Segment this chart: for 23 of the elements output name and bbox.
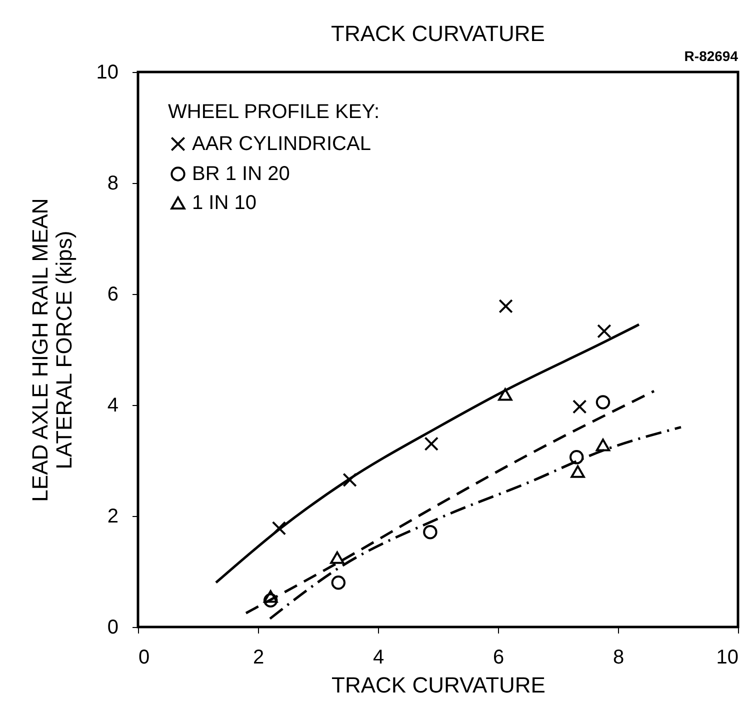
line-series (268, 426, 682, 620)
legend-label: BR 1 IN 20 (192, 163, 290, 185)
line-series (244, 390, 656, 614)
y-tick-label: 4 (107, 394, 118, 416)
x-tick-label: 10 (716, 646, 738, 668)
legend-label: AAR CYLINDRICAL (192, 133, 371, 155)
line-series (214, 323, 640, 584)
y-tick-label: 8 (107, 172, 118, 194)
x-tick-label: 8 (612, 646, 624, 668)
y-tick-label: 6 (107, 284, 118, 306)
y-tick-label: 0 (107, 616, 118, 638)
legend-label: 1 IN 10 (192, 192, 256, 214)
y-tick-label: 2 (107, 506, 118, 528)
text: R-82694 (684, 48, 738, 64)
y-axis-title: LEAD AXLE HIGH RAIL MEAN LATERAL FORCE (kips) (27, 198, 76, 502)
y-tick-label: 10 (96, 62, 118, 84)
x-tick-label: 2 (252, 646, 264, 668)
x-tick-label: 0 (138, 646, 150, 668)
x-tick-label: 6 (492, 646, 504, 668)
legend-title: WHEEL PROFILE KEY: (168, 101, 380, 123)
x-axis-title: TRACK CURVATURE (332, 672, 546, 698)
x-tick-label: 4 (372, 646, 384, 668)
chart-title: TRACK CURVATURE (331, 21, 545, 46)
